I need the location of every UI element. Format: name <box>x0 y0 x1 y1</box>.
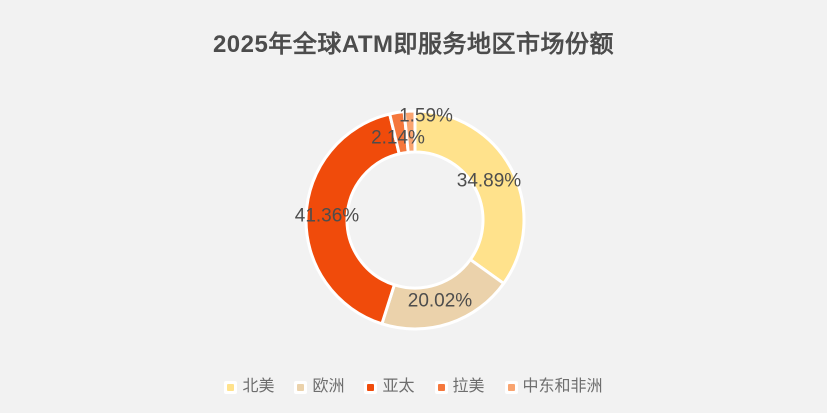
legend-item-europe[interactable]: 欧洲 <box>294 379 344 395</box>
legend-swatch-color <box>297 383 305 391</box>
legend-label: 亚太 <box>382 378 415 395</box>
legend-swatch-icon <box>364 380 378 394</box>
donut-slice-middle-east-africa[interactable] <box>402 109 417 154</box>
legend-swatch-color <box>507 383 515 391</box>
legend-swatch-icon <box>294 380 308 394</box>
slice-label-middle-east-africa: 1.59% <box>399 106 453 127</box>
legend-swatch-icon <box>224 380 238 394</box>
donut-slice-north-america[interactable] <box>413 109 526 285</box>
legend-item-middle-east-africa[interactable]: 中东和非洲 <box>504 378 603 395</box>
slice-label-latin-america: 2.14% <box>371 128 425 149</box>
legend-label: 中东和非洲 <box>522 378 603 395</box>
legend-label: 北美 <box>242 378 275 395</box>
chart-title: 2025年全球ATM即服务地区市场份额 <box>212 31 615 58</box>
donut-slice-asia-pacific[interactable] <box>304 112 401 326</box>
legend-item-asia-pacific[interactable]: 亚太 <box>364 378 415 395</box>
donut-slices <box>304 109 526 331</box>
legend-swatch-color <box>367 383 375 391</box>
donut-slice-labels: 34.89% 20.02% 41.36% 2.14%1.59% <box>295 106 522 312</box>
legend-swatch-icon <box>504 380 518 394</box>
legend-item-latin-america[interactable]: 拉美 <box>434 378 485 395</box>
legend-label: 欧洲 <box>312 378 345 395</box>
legend-label: 拉美 <box>452 378 485 395</box>
legend-swatch-color <box>227 383 235 391</box>
slice-label-asia-pacific: 41.36% <box>295 206 360 227</box>
legend-swatch-icon <box>434 380 448 394</box>
slice-label-europe: 20.02% <box>408 291 473 312</box>
legend-swatch-color <box>437 383 445 391</box>
slice-label-north-america: 34.89% <box>457 171 522 192</box>
legend-item-north-america[interactable]: 北美 <box>224 379 274 395</box>
legend: 北美 欧洲 亚太 拉美 中东和非洲 <box>0 379 827 395</box>
